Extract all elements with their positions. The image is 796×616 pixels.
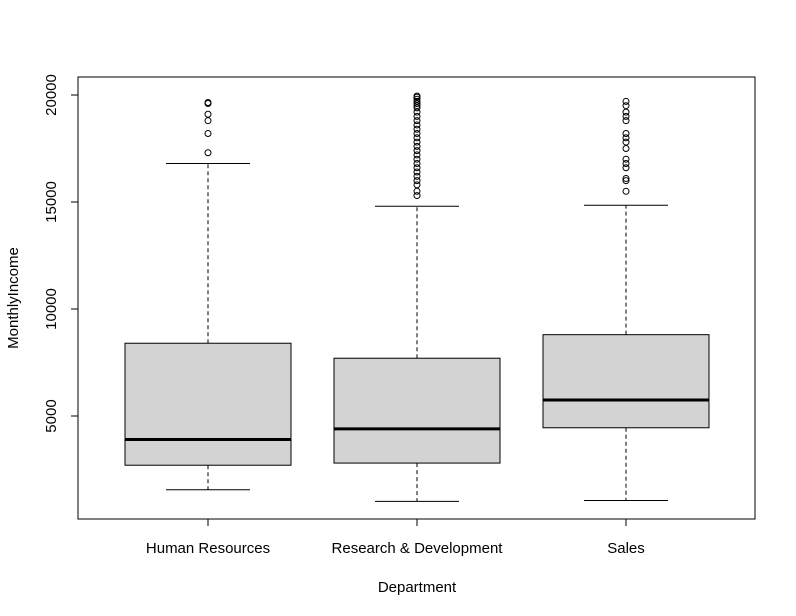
iqr-box <box>333 357 501 464</box>
outlier-point <box>413 181 421 189</box>
outlier-point <box>622 97 630 105</box>
outlier-point <box>413 159 421 167</box>
outlier-point <box>413 112 421 120</box>
y-tick-label: 20000 <box>43 74 60 116</box>
outlier-point <box>204 130 212 138</box>
outlier-point <box>413 192 421 200</box>
outlier-point <box>413 134 421 142</box>
outlier-point <box>204 98 212 106</box>
outlier-point <box>413 92 421 100</box>
outlier-point <box>413 142 421 150</box>
outlier-point <box>413 155 421 163</box>
outlier-point <box>413 172 421 180</box>
box-group <box>333 92 501 502</box>
outlier-point <box>622 145 630 152</box>
x-axis-title: Department <box>378 579 457 596</box>
x-axis: Human Resources Research & Development Sal… <box>146 518 645 557</box>
outlier-point <box>622 117 630 125</box>
outlier-point <box>622 187 630 195</box>
outlier-point <box>413 151 421 159</box>
iqr-box <box>542 334 710 429</box>
outlier-point <box>622 177 630 185</box>
y-tick-label: 10000 <box>43 288 60 330</box>
y-tick-label: 5000 <box>43 399 60 432</box>
outlier-point <box>622 130 630 138</box>
outlier-point <box>622 174 630 182</box>
outlier-point <box>204 117 212 125</box>
outlier-point <box>622 134 630 142</box>
x-tick-label: Research & Development <box>332 540 504 557</box>
outlier-point <box>204 110 212 118</box>
outlier-point <box>204 149 212 157</box>
outlier-point <box>413 187 421 195</box>
outlier-point <box>622 164 630 172</box>
outlier-point <box>622 102 630 110</box>
outlier-point <box>413 117 421 125</box>
outlier-point <box>413 130 421 138</box>
outlier-point <box>413 121 421 129</box>
y-tick-label: 15000 <box>43 181 60 223</box>
box-group <box>542 97 710 501</box>
outlier-point <box>622 108 630 116</box>
outlier-point <box>413 147 421 155</box>
y-axis-title: MonthlyIncome <box>5 247 22 349</box>
y-axis: 5000 10000 15000 20000 <box>43 74 79 433</box>
boxes-layer <box>124 92 710 502</box>
outlier-point <box>413 138 421 146</box>
x-tick-label: Human Resources <box>146 540 270 557</box>
outlier-point <box>622 159 630 167</box>
outlier-point <box>413 95 421 103</box>
box-group <box>124 98 292 491</box>
outlier-point <box>413 164 421 172</box>
outlier-point <box>413 97 421 105</box>
outlier-point <box>622 112 630 120</box>
outlier-point <box>413 177 421 185</box>
outlier-point <box>622 138 630 146</box>
outlier-point <box>413 125 421 133</box>
iqr-box <box>124 342 292 466</box>
outlier-point <box>622 155 630 163</box>
x-tick-label: Sales <box>607 540 645 557</box>
outlier-point <box>413 168 421 176</box>
